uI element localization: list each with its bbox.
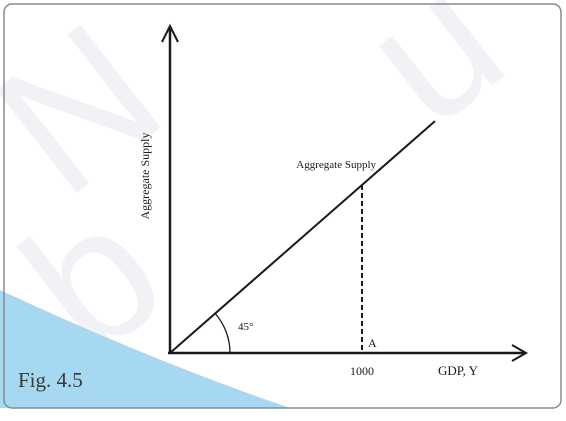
x-axis-label: GDP, Y	[438, 363, 479, 378]
figure-label: Fig. 4.5	[18, 368, 83, 392]
y-axis-arrowhead	[161, 23, 179, 43]
angle-arc	[214, 313, 231, 354]
x-axis-arrowhead	[511, 344, 529, 362]
aggregate-supply-line	[169, 120, 436, 354]
x-tick-label: 1000	[350, 364, 374, 378]
corner-accent	[0, 290, 290, 408]
curve-label: Aggregate Supply	[296, 159, 376, 171]
y-axis-label: Aggregate Supply	[138, 133, 152, 220]
angle-label: 45°	[238, 321, 253, 333]
figure-border	[3, 3, 562, 409]
point-label: A	[368, 336, 377, 350]
